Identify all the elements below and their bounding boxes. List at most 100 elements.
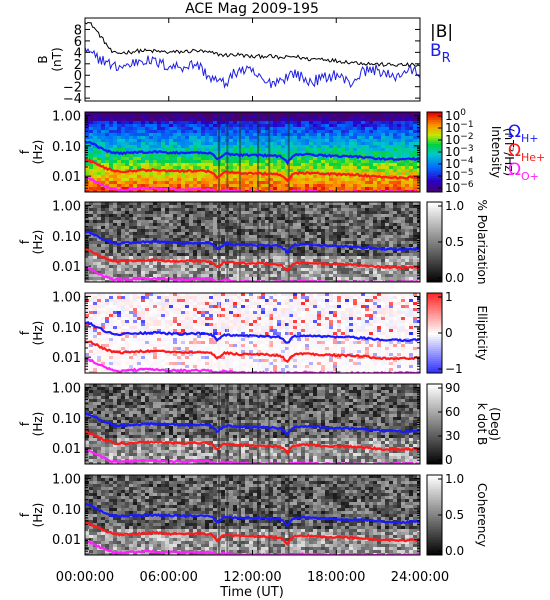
spectrogram-cell: [229, 226, 233, 229]
spectrogram-cell: [365, 166, 369, 169]
spectrogram-cell: [101, 296, 105, 299]
spectrogram-cell: [121, 169, 125, 172]
spectrogram-cell: [353, 127, 357, 130]
spectrogram-cell: [329, 214, 333, 217]
spectrogram-cell: [405, 262, 409, 265]
spectrogram-cell: [309, 293, 313, 296]
spectrogram-cell: [365, 293, 369, 296]
spectrogram-cell: [341, 124, 345, 127]
spectrogram-cell: [397, 136, 401, 139]
spectrogram-cell: [333, 268, 337, 271]
spectrogram-cell: [185, 136, 189, 139]
spectrogram-cell: [93, 280, 97, 282]
spectrogram-cell: [345, 241, 349, 244]
spectrogram-cell: [173, 124, 177, 127]
spectrogram-cell: [121, 172, 125, 175]
spectrogram-cell: [293, 127, 297, 130]
spectrogram-cell: [365, 157, 369, 160]
spectrogram-cell: [181, 202, 185, 205]
spectrogram-cell: [377, 115, 381, 118]
spectrogram-cell: [209, 238, 213, 241]
spectrogram-cell: [293, 181, 297, 184]
spectrogram-cell: [121, 262, 125, 265]
b-y-tick-label: −4: [63, 92, 82, 107]
spectrogram-cell: [385, 130, 389, 133]
spectrogram-cell: [241, 293, 245, 296]
spectrogram-cell: [121, 256, 125, 259]
spectrogram-cell: [177, 172, 181, 175]
spectrogram-cell: [317, 127, 321, 130]
spectrogram-cell: [201, 238, 205, 241]
spectrogram-cell: [369, 136, 373, 139]
spectrogram-cell: [145, 184, 149, 187]
spectrogram-cell: [89, 163, 93, 166]
spectrogram-cell: [373, 133, 377, 136]
spectrogram-cell: [365, 136, 369, 139]
spectrogram-cell: [373, 277, 377, 280]
spectrogram-cell: [269, 229, 273, 232]
spectrogram-cell: [305, 268, 309, 271]
spectrogram-cell: [413, 169, 417, 172]
spectrogram-cell: [313, 241, 317, 244]
spectrogram-cell: [221, 178, 225, 181]
spectrogram-cell: [349, 121, 353, 124]
spectrogram-cell: [249, 169, 253, 172]
spectrogram-cell: [369, 118, 373, 121]
spectrogram-cell: [105, 157, 109, 160]
spectrogram-cell: [377, 112, 381, 115]
spectrogram-cell: [393, 127, 397, 130]
spectrogram-cell: [121, 232, 125, 235]
spectrogram-cell: [113, 229, 117, 232]
spectrogram-cell: [177, 274, 181, 277]
spectrogram-cell: [141, 296, 145, 299]
spectrogram-cell: [409, 136, 413, 139]
spectrogram-cell: [293, 293, 297, 296]
spectrogram-cell: [269, 250, 273, 253]
spectrogram-cell: [89, 253, 93, 256]
spectrogram-cell: [181, 217, 185, 220]
spectrogram-cell: [313, 229, 317, 232]
spectrogram-cell: [173, 157, 177, 160]
spectrogram-cell: [345, 238, 349, 241]
spectrogram-cell: [381, 256, 385, 259]
spectrogram-cell: [181, 247, 185, 250]
spectrogram-cell: [293, 184, 297, 187]
spectrogram-cell: [285, 274, 289, 277]
spectrogram-cell: [105, 142, 109, 145]
spectrogram-cell: [297, 181, 301, 184]
spectrogram-cell: [309, 139, 313, 142]
spectrogram-cell: [141, 145, 145, 148]
b-series-line: [85, 47, 420, 89]
spectrogram-cell: [157, 175, 161, 178]
spectrogram-cell: [173, 268, 177, 271]
spectrogram-cell: [269, 163, 273, 166]
spectrogram-cell: [153, 217, 157, 220]
spectrogram-cell: [337, 124, 341, 127]
spectrogram-cell: [209, 205, 213, 208]
spectrogram-cell: [413, 118, 417, 121]
colorbar-cell: [427, 118, 442, 121]
spectrogram-cell: [209, 271, 213, 274]
spectrogram-cell: [261, 208, 265, 211]
spectrogram-cell: [229, 127, 233, 130]
spectrogram-cell: [117, 115, 121, 118]
spectrogram-cell: [93, 220, 97, 223]
spectrogram-cell: [377, 205, 381, 208]
spectrogram-cell: [317, 296, 321, 299]
spectrogram-cell: [137, 115, 141, 118]
spectrogram-cell: [161, 157, 165, 160]
spectrogram-cell: [301, 127, 305, 130]
spectrogram-cell: [109, 247, 113, 250]
spectrogram-cell: [105, 202, 109, 205]
spectrogram-cell: [397, 160, 401, 163]
spectrogram-cell: [221, 238, 225, 241]
spectrogram-cell: [353, 244, 357, 247]
spectrogram-cell: [153, 154, 157, 157]
spectrogram-cell: [129, 265, 133, 268]
spectrogram-cell: [313, 202, 317, 205]
spectrogram-cell: [349, 133, 353, 136]
spectrogram-cell: [141, 274, 145, 277]
spectrogram-cell: [317, 241, 321, 244]
spectrogram-cell: [93, 118, 97, 121]
spectrogram-cell: [377, 232, 381, 235]
